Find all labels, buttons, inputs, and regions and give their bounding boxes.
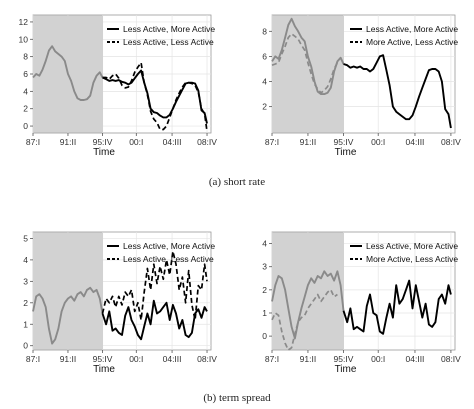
series-line-1-shaded bbox=[271, 270, 345, 340]
x-axis-label: Time bbox=[93, 147, 115, 158]
y-tick-label: 3 bbox=[262, 262, 267, 272]
x-tick-label: 95:IV bbox=[93, 354, 113, 364]
x-tick-label: 87:I bbox=[26, 354, 40, 364]
x-tick-label: 87:I bbox=[265, 137, 279, 147]
legend-label-1: Less Active, More Active bbox=[366, 241, 458, 251]
y-tick-label: 2 bbox=[23, 298, 28, 308]
y-tick-label: 12 bbox=[19, 17, 29, 27]
y-tick-label: 1 bbox=[23, 319, 28, 329]
y-tick-label: 1 bbox=[262, 308, 267, 318]
x-tick-label: 04:III bbox=[163, 354, 182, 364]
y-tick-label: 6 bbox=[262, 51, 267, 61]
x-axis-label: Time bbox=[335, 364, 357, 375]
y-tick-label: 2 bbox=[23, 104, 28, 114]
caption-short-rate: (a) short rate bbox=[208, 176, 266, 188]
series-line-1-shaded bbox=[271, 17, 345, 96]
series-line-1-shaded bbox=[32, 286, 104, 345]
y-tick-label: 2 bbox=[262, 285, 267, 295]
x-tick-label: 08:IV bbox=[197, 354, 217, 364]
legend-label-1: Less Active, More Active bbox=[123, 241, 215, 251]
legend-label-2: More Active, Less Active bbox=[366, 37, 458, 47]
y-tick-label: 10 bbox=[19, 34, 29, 44]
series-line-1 bbox=[101, 299, 208, 341]
series-line-1-shaded bbox=[32, 45, 104, 101]
legend-label-2: More Active, Less Active bbox=[366, 254, 458, 264]
x-tick-label: 00:I bbox=[371, 137, 385, 147]
series-line-1 bbox=[342, 279, 452, 335]
x-axis-label: Time bbox=[93, 364, 115, 375]
x-axis-label: Time bbox=[335, 147, 357, 158]
x-tick-label: 91:II bbox=[300, 137, 317, 147]
legend-label-1: Less Active, More Active bbox=[123, 24, 215, 34]
x-tick-label: 04:III bbox=[406, 354, 425, 364]
caption-term-spread: (b) term spread bbox=[203, 392, 271, 404]
x-tick-label: 95:IV bbox=[93, 137, 113, 147]
x-tick-label: 04:III bbox=[163, 137, 182, 147]
chart-term-spread-right: 0 1 2 3 4 87:I 91:II 95:IV 00:I 04:III 08:IV Time Le… bbox=[262, 231, 461, 375]
x-tick-label: 91:II bbox=[60, 137, 77, 147]
y-tick-label: 4 bbox=[23, 86, 28, 96]
x-tick-label: 08:IV bbox=[441, 137, 461, 147]
x-tick-label: 08:IV bbox=[441, 354, 461, 364]
y-tick-label: 4 bbox=[262, 239, 267, 249]
y-tick-label: 2 bbox=[262, 102, 267, 112]
y-tick-label: 8 bbox=[262, 26, 267, 36]
y-tick-label: 0 bbox=[23, 341, 28, 351]
x-tick-label: 00:I bbox=[371, 354, 385, 364]
x-tick-label: 91:II bbox=[60, 354, 77, 364]
x-tick-label: 00:I bbox=[129, 354, 143, 364]
legend-label-2: Less Active, Less Active bbox=[123, 37, 214, 47]
legend-label-1: Less Active, More Active bbox=[366, 24, 458, 34]
series-line-2-shaded bbox=[271, 32, 339, 94]
chart-term-spread-left: 0 1 2 3 4 5 87:I 91:II 95:IV 00:I 04:III 08:IV Time L… bbox=[23, 231, 217, 375]
x-tick-label: 08:IV bbox=[197, 137, 217, 147]
chart-short-rate-left: 0 2 4 6 8 10 12 87:I 91:II 95:IV 00:I 04:III 08:IV Ti… bbox=[19, 14, 217, 158]
y-tick-label: 6 bbox=[23, 69, 28, 79]
y-tick-label: 0 bbox=[23, 121, 28, 131]
x-tick-label: 87:I bbox=[265, 354, 279, 364]
x-tick-label: 95:IV bbox=[334, 354, 354, 364]
y-tick-label: 4 bbox=[23, 255, 28, 265]
shaded-region bbox=[272, 232, 344, 350]
y-tick-label: 0 bbox=[262, 331, 267, 341]
series-line-2-shaded bbox=[271, 288, 338, 351]
legend-label-2: Less Active, Less Active bbox=[123, 254, 214, 264]
x-tick-label: 87:I bbox=[26, 137, 40, 147]
series-line-2 bbox=[101, 250, 208, 321]
y-tick-label: 3 bbox=[23, 276, 28, 286]
series-line-1 bbox=[343, 54, 452, 129]
x-tick-label: 04:III bbox=[406, 137, 425, 147]
y-tick-label: 8 bbox=[23, 52, 28, 62]
y-tick-label: 4 bbox=[262, 77, 267, 87]
chart-short-rate-right: 2 4 6 8 87:I 91:II 95:IV 00:I 04:III 08:IV Time Les… bbox=[262, 14, 461, 158]
x-tick-label: 95:IV bbox=[334, 137, 354, 147]
x-tick-label: 91:II bbox=[300, 354, 317, 364]
x-tick-label: 00:I bbox=[129, 137, 143, 147]
series-line-2 bbox=[102, 61, 208, 132]
y-tick-label: 5 bbox=[23, 233, 28, 243]
